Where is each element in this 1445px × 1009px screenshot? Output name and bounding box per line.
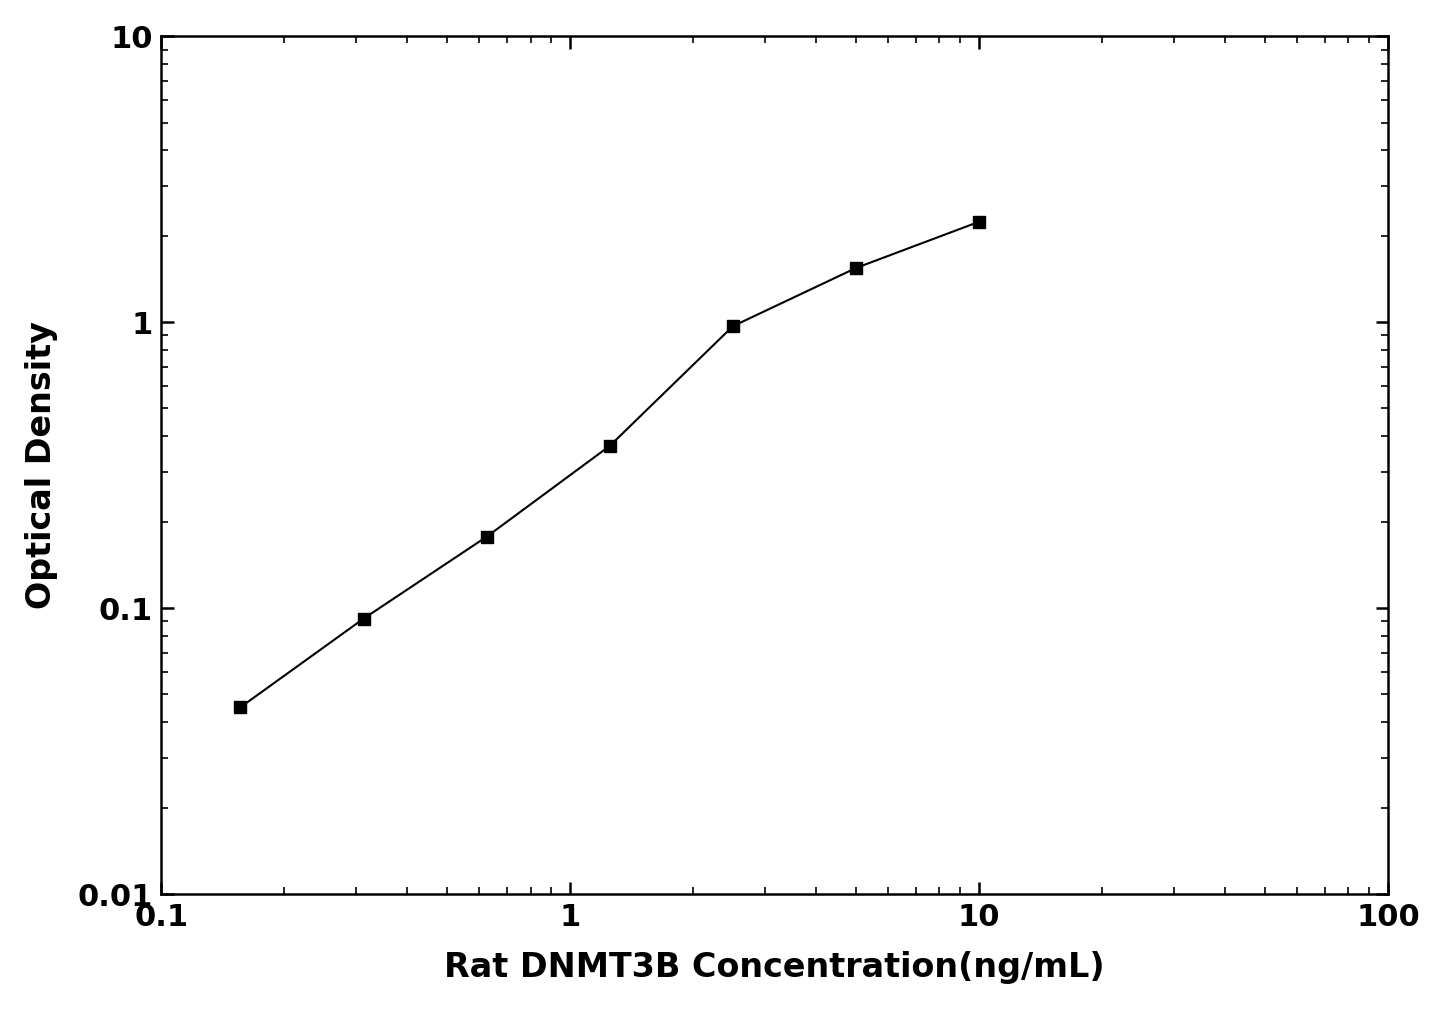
Y-axis label: Optical Density: Optical Density <box>25 322 58 609</box>
X-axis label: Rat DNMT3B Concentration(ng/mL): Rat DNMT3B Concentration(ng/mL) <box>444 951 1105 984</box>
